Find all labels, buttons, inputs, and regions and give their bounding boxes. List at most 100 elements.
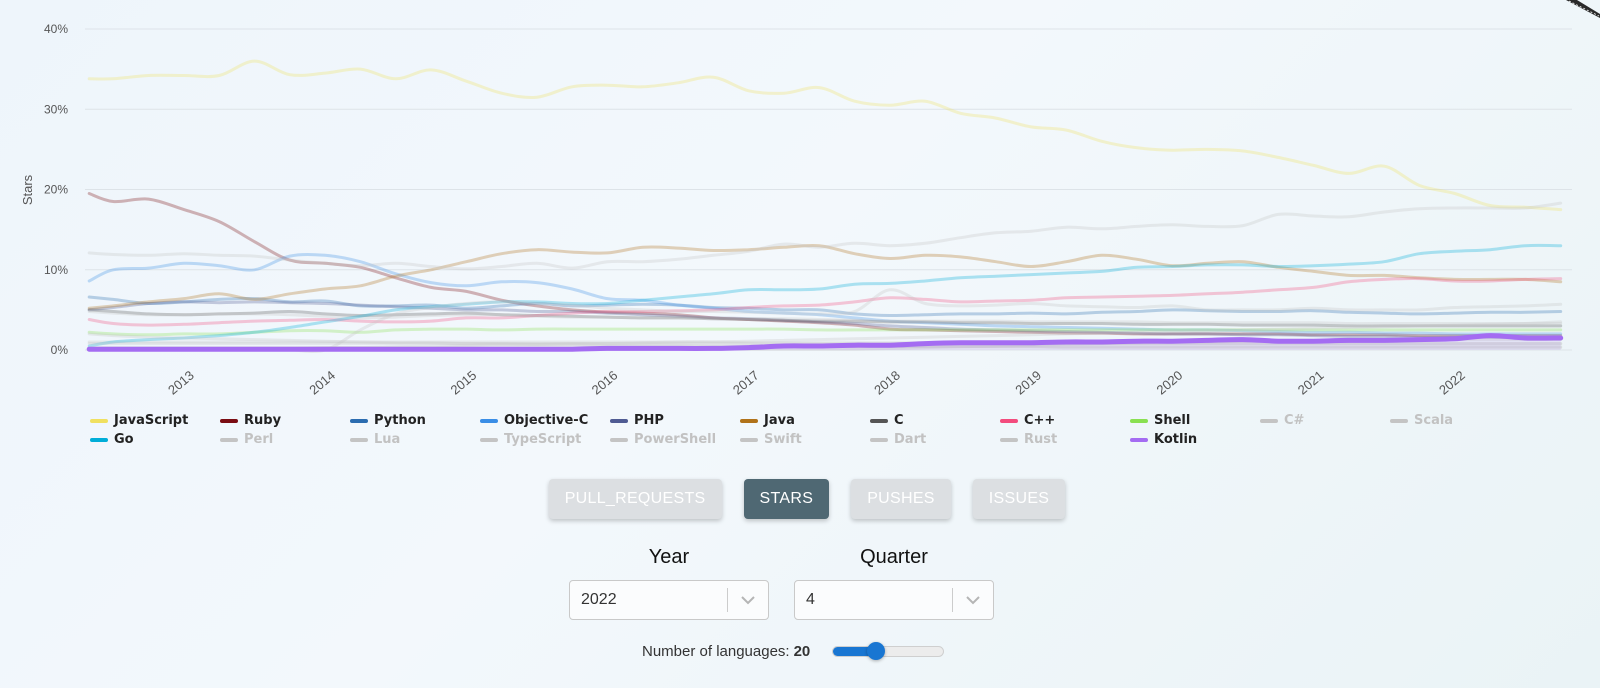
legend-label: C bbox=[894, 413, 904, 428]
legend-item-powershell[interactable]: PowerShell bbox=[610, 431, 740, 448]
pull-requests-button[interactable]: PULL_REQUESTS bbox=[548, 479, 722, 519]
quarter-select[interactable]: 4 bbox=[794, 580, 994, 620]
legend-label: Perl bbox=[244, 432, 274, 447]
legend-label: PowerShell bbox=[634, 432, 717, 447]
legend-swatch bbox=[350, 418, 368, 423]
legend-item-dart[interactable]: Dart bbox=[870, 431, 1000, 448]
legend-item-java[interactable]: Java bbox=[740, 412, 870, 429]
x-tick-label: 2020 bbox=[1154, 368, 1186, 398]
y-tick-label: 0% bbox=[51, 343, 69, 357]
legend-label: Java bbox=[764, 413, 795, 428]
legend-swatch bbox=[870, 418, 888, 423]
legend-item-c[interactable]: C bbox=[870, 412, 1000, 429]
legend-label: Ruby bbox=[244, 413, 282, 428]
series-line-csharp[interactable] bbox=[87, 310, 1563, 326]
legend-swatch bbox=[480, 437, 498, 442]
languages-slider-value: 20 bbox=[793, 643, 811, 660]
year-select[interactable]: 2022 bbox=[569, 580, 769, 620]
legend-label: Shell bbox=[1154, 413, 1191, 428]
series-line-kotlin[interactable] bbox=[86, 333, 1564, 352]
y-tick-label: 20% bbox=[44, 183, 68, 197]
legend-item-shell[interactable]: Shell bbox=[1130, 412, 1260, 429]
select-separator bbox=[727, 588, 728, 612]
x-tick-label: 2014 bbox=[306, 368, 338, 398]
legend-swatch bbox=[220, 418, 238, 423]
legend-label: Lua bbox=[374, 432, 401, 447]
y-tick-label: 40% bbox=[44, 22, 68, 36]
legend-label: Kotlin bbox=[1154, 432, 1198, 447]
legend-item-scala[interactable]: Scala bbox=[1390, 412, 1520, 429]
corner-ribbon[interactable] bbox=[1566, 0, 1600, 18]
legend-swatch bbox=[1130, 437, 1148, 442]
legend-item-python[interactable]: Python bbox=[350, 412, 480, 429]
stars-button[interactable]: STARS bbox=[743, 479, 830, 519]
issues-button[interactable]: ISSUES bbox=[972, 479, 1066, 519]
x-tick-label: 2013 bbox=[165, 368, 197, 398]
y-tick-label: 10% bbox=[44, 263, 68, 277]
legend-swatch bbox=[610, 418, 628, 423]
languages-slider[interactable] bbox=[832, 642, 945, 660]
year-select-value: 2022 bbox=[581, 591, 617, 608]
line-chart: 0%10%20%30%40% 2013 2014 2015 2016 2017 2018 2… bbox=[20, 22, 1572, 398]
series-area-kotlin bbox=[89, 335, 1561, 350]
legend-item-cplusplus[interactable]: C++ bbox=[1000, 412, 1130, 429]
legend-swatch bbox=[1390, 418, 1408, 423]
series-line-ruby[interactable] bbox=[87, 192, 1563, 338]
legend-swatch bbox=[1260, 418, 1278, 423]
quarter-select-value: 4 bbox=[806, 591, 815, 608]
x-tick-label: 2015 bbox=[447, 368, 479, 398]
y-tick-label: 30% bbox=[44, 102, 68, 116]
series-line-python[interactable] bbox=[87, 295, 1563, 318]
legend-item-perl[interactable]: Perl bbox=[220, 431, 350, 448]
legend-label: Python bbox=[374, 413, 426, 428]
legend-item-swift[interactable]: Swift bbox=[740, 431, 870, 448]
legend-item-csharp[interactable]: C# bbox=[1260, 412, 1390, 429]
series-line-c[interactable] bbox=[87, 308, 1563, 328]
legend-label: Dart bbox=[894, 432, 927, 447]
series-line-shell[interactable] bbox=[87, 327, 1563, 337]
legend-label: C# bbox=[1284, 413, 1305, 428]
legend-swatch bbox=[740, 437, 758, 442]
legend-label: TypeScript bbox=[504, 432, 582, 447]
series-line-javascript[interactable] bbox=[87, 59, 1563, 212]
legend-swatch bbox=[870, 437, 888, 442]
legend-item-rust[interactable]: Rust bbox=[1000, 431, 1130, 448]
legend-swatch bbox=[1130, 418, 1148, 423]
x-tick-label: 2021 bbox=[1295, 368, 1327, 398]
legend-item-lua[interactable]: Lua bbox=[350, 431, 480, 448]
legend-item-typescript[interactable]: TypeScript bbox=[480, 431, 610, 448]
languages-slider-row: Number of languages: 20 bbox=[642, 642, 945, 660]
x-tick-label: 2019 bbox=[1012, 368, 1044, 398]
y-axis-label: Stars bbox=[20, 174, 35, 205]
languages-slider-thumb[interactable] bbox=[867, 642, 886, 660]
languages-slider-label: Number of languages: bbox=[642, 643, 790, 660]
series-line-java[interactable] bbox=[87, 243, 1563, 310]
quarter-filter-title: Quarter bbox=[860, 546, 928, 568]
legend-item-ruby[interactable]: Ruby bbox=[220, 412, 350, 429]
chevron-down-icon[interactable] bbox=[728, 581, 768, 619]
x-tick-label: 2017 bbox=[730, 368, 762, 398]
legend-item-objective-c[interactable]: Objective-C bbox=[480, 412, 610, 429]
legend-item-go[interactable]: Go bbox=[90, 431, 220, 448]
metric-button-group: PULL_REQUESTS STARS PUSHES ISSUES bbox=[0, 479, 1600, 519]
series-line-cplusplus[interactable] bbox=[87, 277, 1563, 327]
legend-label: PHP bbox=[634, 413, 664, 428]
legend-label: Scala bbox=[1414, 413, 1454, 428]
legend-swatch bbox=[90, 437, 108, 442]
legend-swatch bbox=[740, 418, 758, 423]
legend-swatch bbox=[350, 437, 368, 442]
series-line-objective-c[interactable] bbox=[87, 252, 1563, 336]
legend-item-kotlin[interactable]: Kotlin bbox=[1130, 431, 1260, 448]
legend-item-php[interactable]: PHP bbox=[610, 412, 740, 429]
chevron-down-icon[interactable] bbox=[953, 581, 993, 619]
legend-swatch bbox=[1000, 418, 1018, 423]
series-line-typescript[interactable] bbox=[87, 201, 1563, 271]
chart-legend: JavaScript Ruby Python Objective-C PHP Java C C… bbox=[90, 412, 1530, 448]
legend-item-javascript[interactable]: JavaScript bbox=[90, 412, 220, 429]
pushes-button[interactable]: PUSHES bbox=[851, 479, 951, 519]
series-line-go[interactable] bbox=[87, 243, 1563, 348]
series-line-php[interactable] bbox=[87, 300, 1563, 340]
legend-label: JavaScript bbox=[114, 413, 189, 428]
legend-label: Go bbox=[114, 432, 134, 447]
legend-label: Objective-C bbox=[504, 413, 589, 428]
